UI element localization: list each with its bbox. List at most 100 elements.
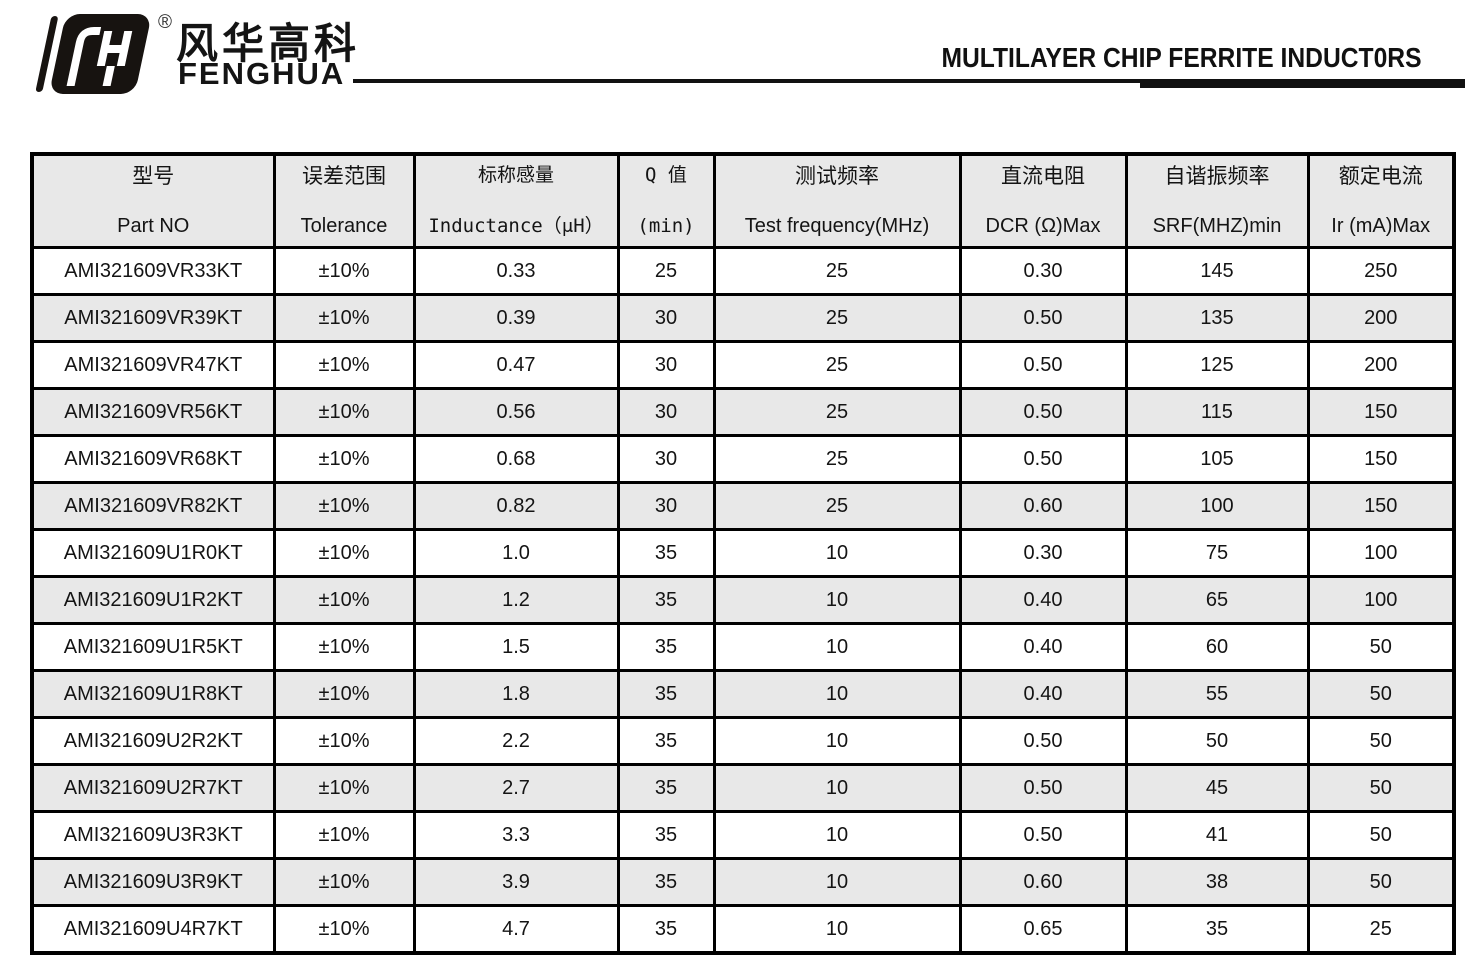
cell-dcr: 0.40 [958,622,1128,672]
cell-part-no: AMI321609VR39KT [30,293,276,343]
cell-dcr: 0.50 [958,810,1128,860]
cell-q-min: 35 [616,716,716,766]
table-row: AMI321609U1R8KT ±10% 1.8 35 10 0.40 55 50 [30,669,1456,719]
cell-rated-current: 150 [1306,434,1456,484]
cell-srf: 45 [1124,763,1310,813]
cell-tolerance: ±10% [272,387,416,437]
cell-test-frequency: 25 [712,340,962,390]
cell-part-no: AMI321609VR56KT [30,387,276,437]
cell-tolerance: ±10% [272,434,416,484]
cell-tolerance: ±10% [272,481,416,531]
column-header-en: Part NO [117,215,190,237]
cell-test-frequency: 25 [712,293,962,343]
table-row: AMI321609U3R3KT ±10% 3.3 35 10 0.50 41 50 [30,810,1456,860]
column-header-zh: 直流电阻 [1001,165,1085,188]
cell-test-frequency: 10 [712,528,962,578]
cell-rated-current: 100 [1306,575,1456,625]
cell-test-frequency: 10 [712,904,962,955]
column-header-en: Inductance（μH） [428,215,604,237]
cell-part-no: AMI321609VR33KT [30,246,276,296]
table-row: AMI321609VR33KT ±10% 0.33 25 25 0.30 145 250 [30,246,1456,296]
cell-dcr: 0.65 [958,904,1128,955]
cell-dcr: 0.40 [958,669,1128,719]
cell-srf: 145 [1124,246,1310,296]
cell-inductance: 0.33 [412,246,620,296]
cell-srf: 100 [1124,481,1310,531]
column-header-zh: 误差范围 [302,165,386,188]
cell-dcr: 0.50 [958,434,1128,484]
cell-inductance: 4.7 [412,904,620,955]
cell-inductance: 2.7 [412,763,620,813]
column-header-tolerance: 误差范围 Tolerance [272,152,416,249]
cell-test-frequency: 10 [712,810,962,860]
cell-q-min: 35 [616,528,716,578]
cell-test-frequency: 10 [712,857,962,907]
table-row: AMI321609U1R5KT ±10% 1.5 35 10 0.40 60 50 [30,622,1456,672]
cell-test-frequency: 10 [712,763,962,813]
cell-dcr: 0.40 [958,575,1128,625]
cell-inductance: 1.5 [412,622,620,672]
column-header-srf: 自谐振频率 SRF(MHZ)min [1124,152,1310,249]
column-header-en: (min) [637,215,695,237]
cell-rated-current: 50 [1306,763,1456,813]
cell-srf: 38 [1124,857,1310,907]
cell-part-no: AMI321609VR82KT [30,481,276,531]
cell-srf: 105 [1124,434,1310,484]
cell-part-no: AMI321609U1R5KT [30,622,276,672]
cell-q-min: 30 [616,481,716,531]
table-row: AMI321609U2R7KT ±10% 2.7 35 10 0.50 45 50 [30,763,1456,813]
brand-name-zh: 风华高科 [176,20,361,67]
inductor-spec-table: 型号 Part NO 误差范围 Tolerance 标称感量 Inductance（μH）… [30,152,1456,955]
cell-dcr: 0.50 [958,716,1128,766]
cell-inductance: 0.56 [412,387,620,437]
column-header-part-no: 型号 Part NO [30,152,276,249]
column-header-q-min: Q 值 (min) [616,152,716,249]
cell-q-min: 30 [616,340,716,390]
cell-srf: 65 [1124,575,1310,625]
cell-tolerance: ±10% [272,622,416,672]
table-row: AMI321609U1R0KT ±10% 1.0 35 10 0.30 75 100 [30,528,1456,578]
cell-tolerance: ±10% [272,904,416,955]
cell-rated-current: 50 [1306,857,1456,907]
cell-dcr: 0.30 [958,246,1128,296]
cell-dcr: 0.50 [958,293,1128,343]
cell-test-frequency: 25 [712,434,962,484]
cell-rated-current: 50 [1306,669,1456,719]
column-header-en: SRF(MHZ)min [1152,215,1282,237]
column-header-zh: 自谐振频率 [1164,165,1270,188]
cell-rated-current: 50 [1306,716,1456,766]
cell-test-frequency: 10 [712,622,962,672]
cell-tolerance: ±10% [272,716,416,766]
cell-dcr: 0.30 [958,528,1128,578]
cell-inductance: 3.9 [412,857,620,907]
cell-part-no: AMI321609U2R7KT [30,763,276,813]
cell-part-no: AMI321609U4R7KT [30,904,276,955]
cell-q-min: 35 [616,857,716,907]
cell-q-min: 35 [616,904,716,955]
table-row: AMI321609U2R2KT ±10% 2.2 35 10 0.50 50 50 [30,716,1456,766]
cell-q-min: 30 [616,434,716,484]
column-header-dcr: 直流电阻 DCR (Ω)Max [958,152,1128,249]
column-header-zh: Q 值 [645,164,687,186]
cell-dcr: 0.50 [958,763,1128,813]
brand-name-en: FENGHUA [178,56,346,91]
column-header-en: DCR (Ω)Max [985,215,1101,237]
cell-srf: 35 [1124,904,1310,955]
cell-inductance: 0.68 [412,434,620,484]
cell-part-no: AMI321609U1R0KT [30,528,276,578]
column-header-inductance: 标称感量 Inductance（μH） [412,152,620,249]
cell-part-no: AMI321609U2R2KT [30,716,276,766]
cell-inductance: 2.2 [412,716,620,766]
cell-q-min: 35 [616,575,716,625]
cell-dcr: 0.60 [958,481,1128,531]
column-header-en: Tolerance [300,215,388,237]
cell-rated-current: 100 [1306,528,1456,578]
cell-srf: 50 [1124,716,1310,766]
cell-rated-current: 200 [1306,340,1456,390]
cell-test-frequency: 10 [712,716,962,766]
cell-inductance: 3.3 [412,810,620,860]
table-header-row: 型号 Part NO 误差范围 Tolerance 标称感量 Inductance（μH）… [30,152,1456,249]
column-header-zh: 标称感量 [477,164,554,186]
column-header-rated-current: 额定电流 Ir (mA)Max [1306,152,1456,249]
